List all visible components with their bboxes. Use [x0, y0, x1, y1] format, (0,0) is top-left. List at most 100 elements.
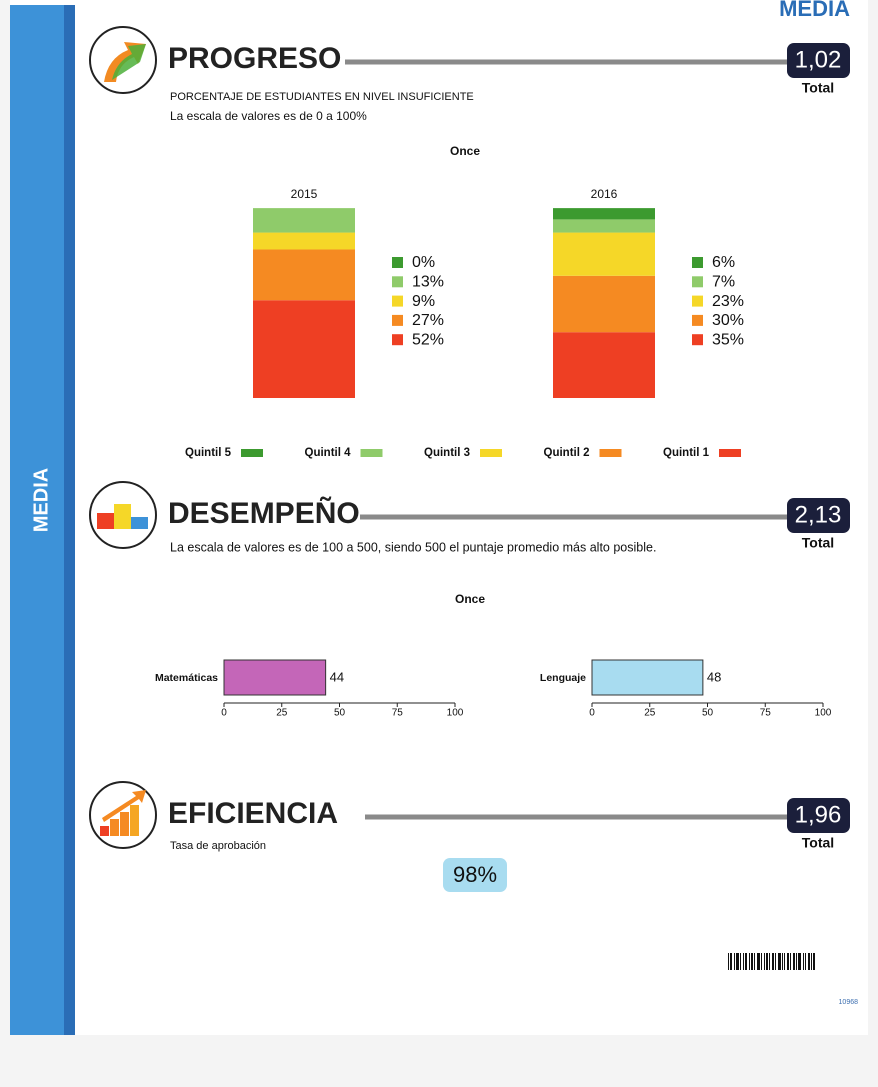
barcode-bar	[796, 953, 797, 970]
bar-category: Lenguaje	[540, 672, 586, 684]
value-key	[692, 257, 703, 268]
barcode-bar	[775, 953, 776, 970]
bar-segment	[553, 219, 655, 233]
progreso-scale-note: La escala de valores es de 0 a 100%	[170, 109, 367, 123]
chart-title: Once	[455, 592, 485, 606]
rate-box	[443, 858, 507, 892]
section-title: EFICIENCIA	[168, 797, 338, 830]
bar-segment	[553, 232, 655, 276]
score-value: 1,02	[795, 46, 842, 73]
value-key	[392, 295, 403, 307]
legend-swatch	[241, 449, 263, 457]
value-key	[692, 276, 703, 288]
score-value: 1,96	[795, 801, 842, 828]
bar	[223, 659, 327, 696]
section-title: PROGRESO	[168, 42, 341, 75]
barcode-bar	[749, 953, 750, 970]
barcode-bar	[754, 953, 755, 970]
value-label: 7%	[712, 274, 735, 291]
legend-swatch	[480, 449, 502, 457]
score-box	[787, 43, 850, 78]
barcode-bar	[787, 953, 789, 970]
x-tick-label: 0	[589, 708, 595, 719]
barcode-bar	[751, 953, 753, 970]
value-label: 0%	[412, 254, 435, 271]
barcode-bar	[745, 953, 747, 970]
barcode-bar	[728, 953, 729, 970]
legend-label: Quintil 1	[663, 447, 710, 459]
x-tick-label: 50	[334, 708, 346, 719]
value-key	[392, 257, 403, 268]
section-title: DESEMPEÑO	[168, 496, 360, 530]
x-tick-label: 75	[760, 708, 772, 719]
barcode-bar	[811, 953, 812, 970]
x-tick-label: 50	[702, 708, 714, 719]
x-tick-label: 100	[447, 708, 464, 719]
barcode-bar	[805, 953, 806, 970]
x-tick-label: 100	[815, 708, 832, 719]
barcode-bar	[736, 953, 739, 970]
barcode-bar	[778, 953, 781, 970]
value-key	[392, 314, 403, 326]
footer-code: 10968	[839, 999, 859, 1006]
value-key	[392, 334, 403, 346]
value-key	[692, 295, 703, 307]
barcode-bar	[803, 953, 804, 970]
bar-value: 48	[707, 669, 721, 684]
sidebar-edge	[64, 5, 75, 1035]
barcode-bar	[793, 953, 795, 970]
legend-label: Quintil 4	[305, 447, 352, 459]
legend-swatch	[719, 449, 741, 457]
barcode-bar	[730, 953, 732, 970]
score-label: Total	[802, 835, 834, 851]
bar	[591, 659, 704, 696]
x-tick-label: 25	[644, 708, 656, 719]
barcode-bar	[790, 953, 791, 970]
bar-segment	[253, 249, 355, 301]
value-label: 52%	[412, 331, 444, 348]
sidebar-label: MEDIA	[30, 468, 52, 532]
value-key	[692, 334, 703, 346]
legend-label: Quintil 5	[185, 447, 232, 459]
value-label: 30%	[712, 312, 744, 329]
barcode-bar	[813, 953, 815, 970]
rate-value: 98%	[453, 862, 497, 887]
barcode-bar	[764, 953, 765, 970]
barcode-bar	[740, 953, 741, 970]
barcode-bar	[761, 953, 762, 970]
level-header: MEDIA	[779, 0, 850, 21]
barcode	[728, 953, 815, 970]
barcode-bar	[743, 953, 744, 970]
barcode-bar	[772, 953, 774, 970]
barcode-bar	[766, 953, 768, 970]
x-tick-label: 25	[276, 708, 288, 719]
bar-segment	[253, 232, 355, 250]
bar-value: 44	[330, 669, 344, 684]
bar-category: 2015	[291, 187, 318, 201]
value-label: 23%	[712, 293, 744, 310]
legend-swatch	[599, 449, 622, 457]
barcode-bar	[808, 953, 810, 970]
desempeno-scale-note: La escala de valores es de 100 a 500, si…	[170, 540, 656, 554]
eficiencia-icon	[89, 781, 157, 849]
score-label: Total	[802, 80, 834, 96]
progreso-icon	[89, 26, 157, 94]
barcode-bar	[782, 953, 783, 970]
bar-segment	[253, 208, 355, 233]
x-tick-label: 0	[221, 708, 227, 719]
sidebar	[10, 5, 64, 1035]
legend-label: Quintil 2	[544, 447, 590, 459]
value-label: 35%	[712, 331, 744, 348]
value-key	[392, 276, 403, 288]
eficiencia-subtitle: Tasa de aprobación	[170, 840, 266, 852]
score-label: Total	[802, 535, 834, 551]
desempeno-icon	[89, 481, 157, 549]
value-label: 27%	[412, 312, 444, 329]
value-label: 9%	[412, 293, 435, 310]
chart-title: Once	[450, 144, 480, 158]
score-box	[787, 498, 850, 533]
barcode-bar	[757, 953, 760, 970]
x-tick-label: 75	[392, 708, 404, 719]
bar-category: Matemáticas	[155, 672, 218, 684]
